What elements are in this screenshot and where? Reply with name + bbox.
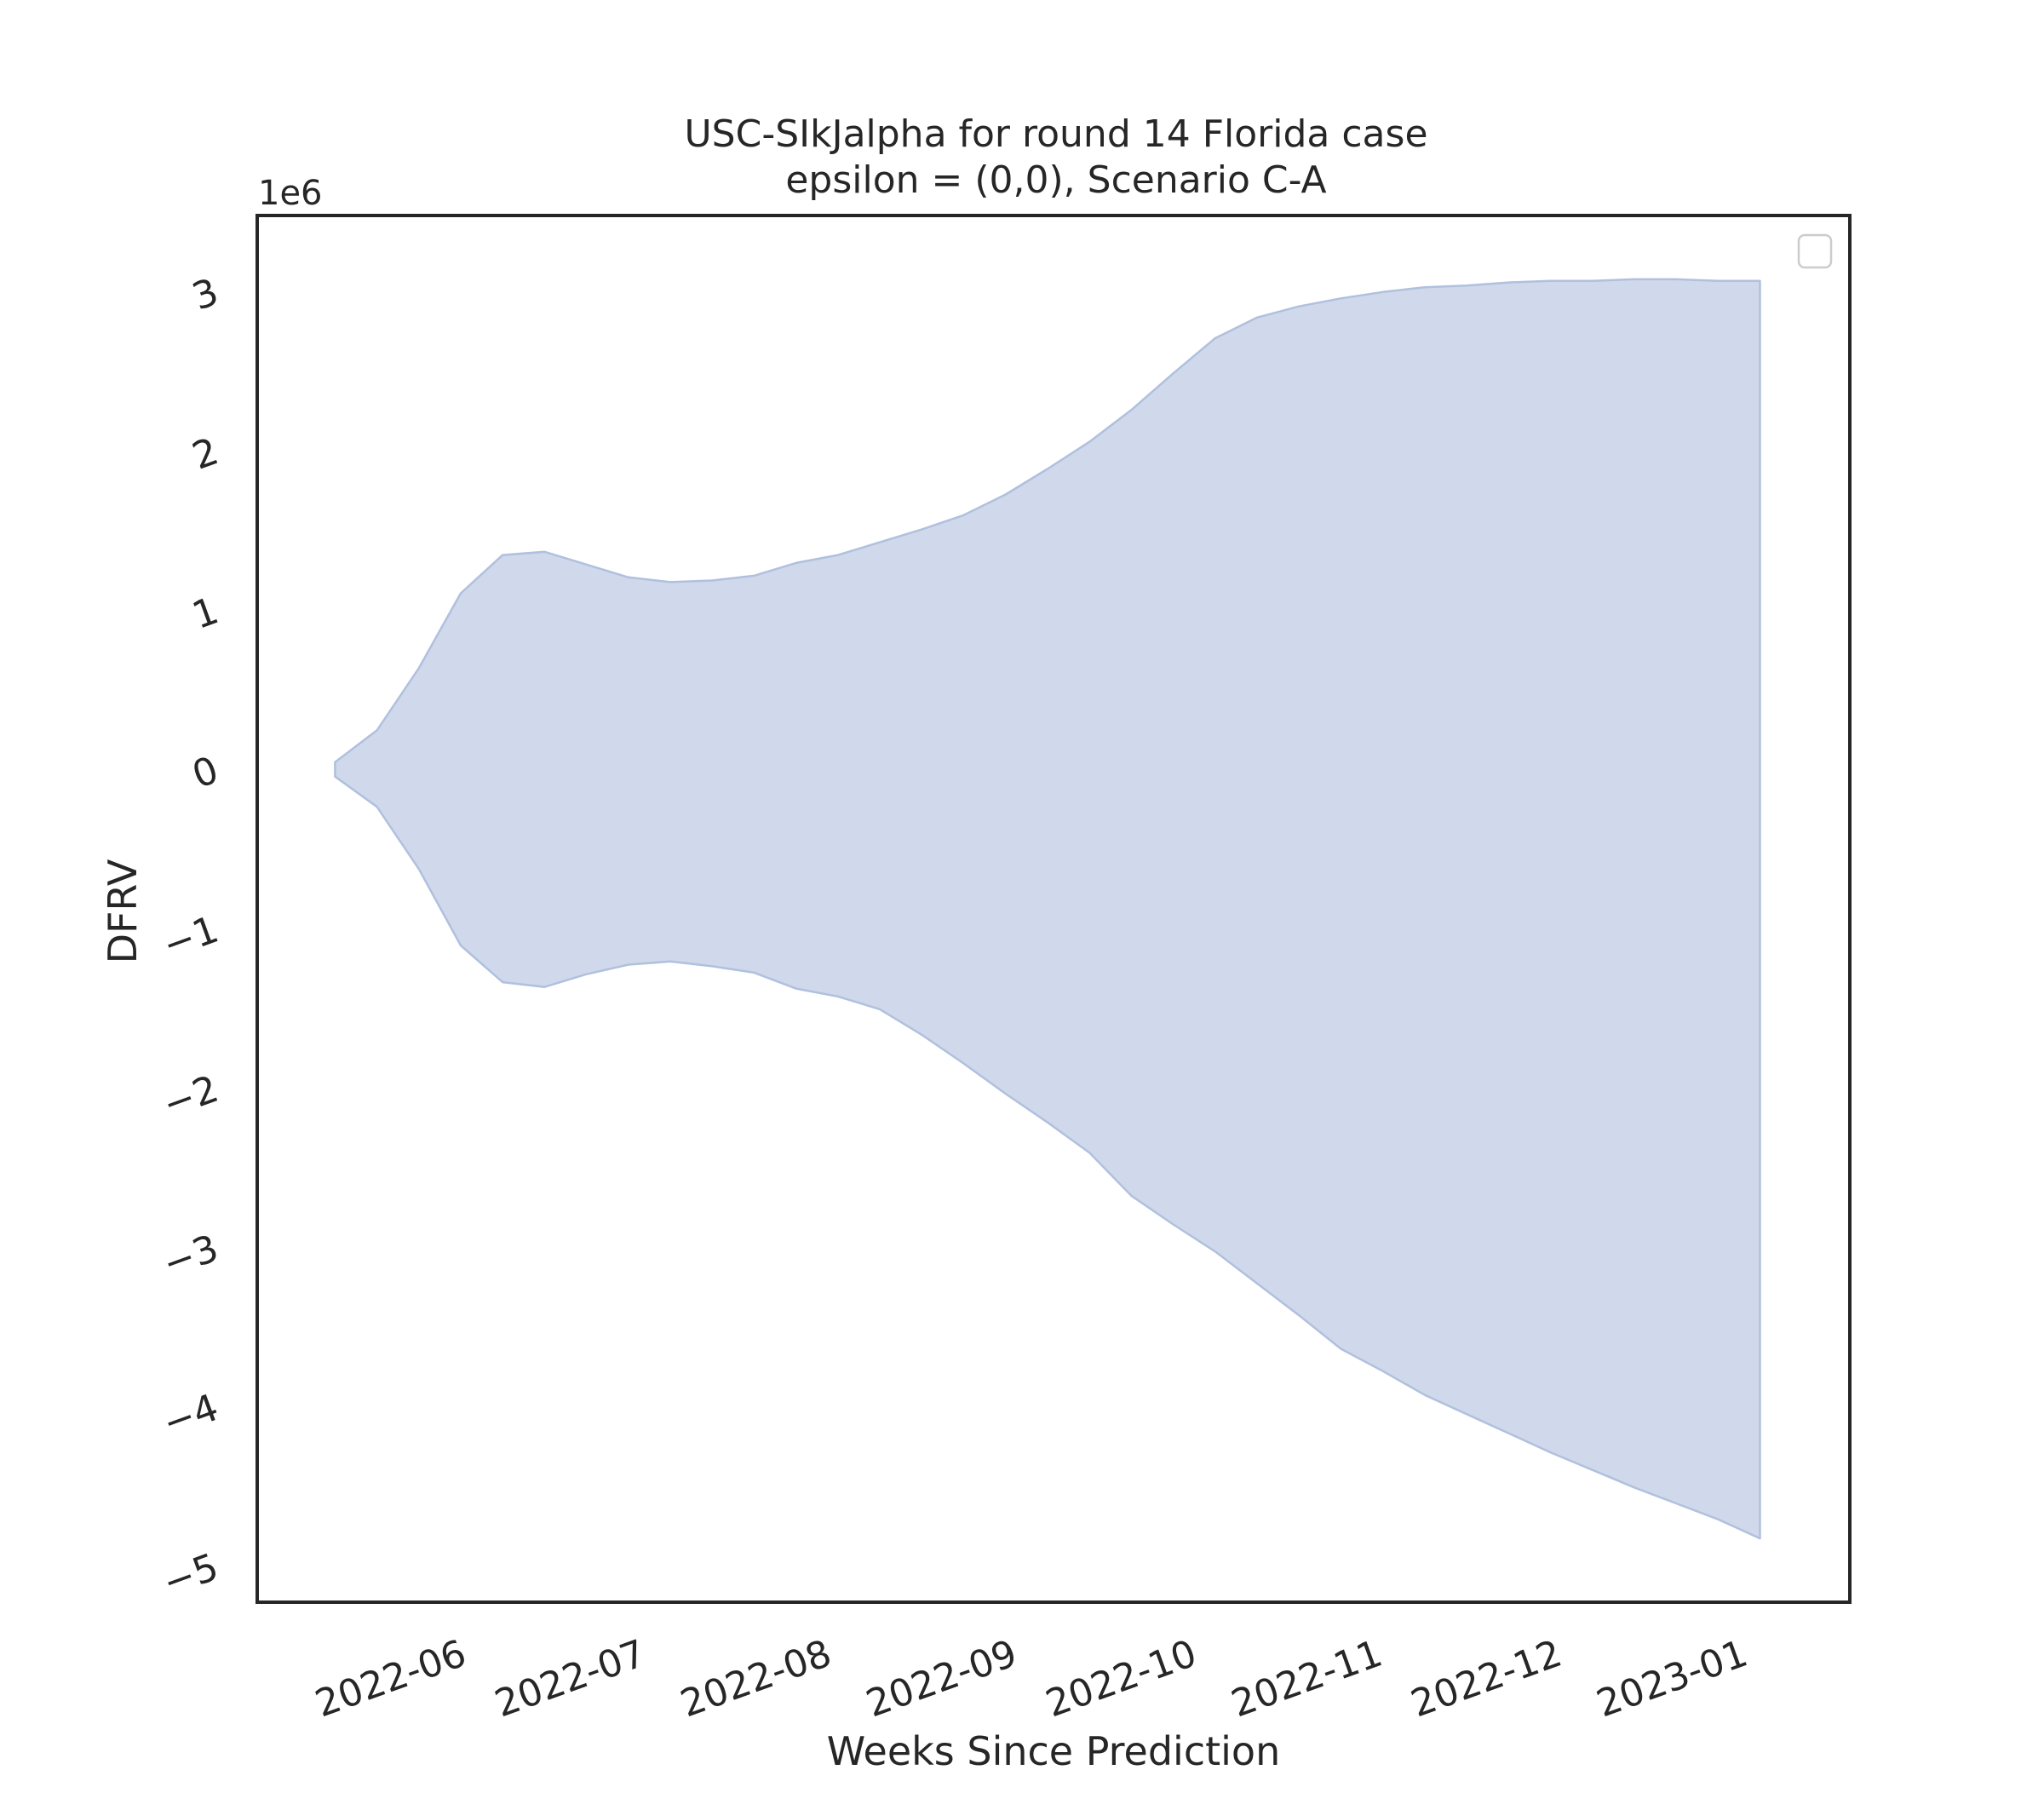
y-tick-label: −4 <box>158 1386 224 1445</box>
y-tick-label: −1 <box>158 908 224 968</box>
confidence-band-layer <box>334 278 1761 1540</box>
x-tick-label: 2022-11 <box>1226 1632 1387 1727</box>
y-axis-label: DFRV <box>100 859 146 963</box>
y-offset-label: 1e6 <box>258 174 323 213</box>
y-tick-label: 2 <box>187 429 224 479</box>
legend-box <box>1797 233 1833 269</box>
chart-title-line1: USC-SIkJalpha for round 14 Florida case <box>684 112 1427 156</box>
x-tick-label: 2022-07 <box>490 1632 652 1727</box>
y-tick-label: 0 <box>187 749 224 798</box>
y-tick-label: −5 <box>158 1545 224 1605</box>
y-tick-label: 1 <box>187 589 224 638</box>
x-tick-label: 2022-06 <box>310 1632 472 1727</box>
y-tick-label: −3 <box>158 1227 224 1286</box>
y-tick-label: −2 <box>158 1067 224 1127</box>
chart-title-line2: epsilon = (0,0), Scenario C-A <box>785 158 1326 202</box>
y-tick-label: 3 <box>187 270 224 319</box>
plot-frame <box>256 214 1852 1604</box>
x-axis-label: Weeks Since Prediction <box>827 1728 1280 1774</box>
y-tick-labels: 3 2 1 0 −1 −2 −3 −4 −5 <box>158 270 224 1605</box>
x-tick-label: 2022-10 <box>1040 1632 1202 1727</box>
x-tick-label: 2022-08 <box>675 1632 837 1727</box>
x-tick-label: 2022-12 <box>1405 1632 1567 1727</box>
x-tick-label: 2022-09 <box>861 1632 1023 1727</box>
x-tick-labels: 2022-06 2022-07 2022-08 2022-09 2022-10 2022-… <box>310 1632 1754 1727</box>
confidence-band-0 <box>334 278 1761 1540</box>
x-tick-label: 2023-01 <box>1591 1632 1753 1727</box>
